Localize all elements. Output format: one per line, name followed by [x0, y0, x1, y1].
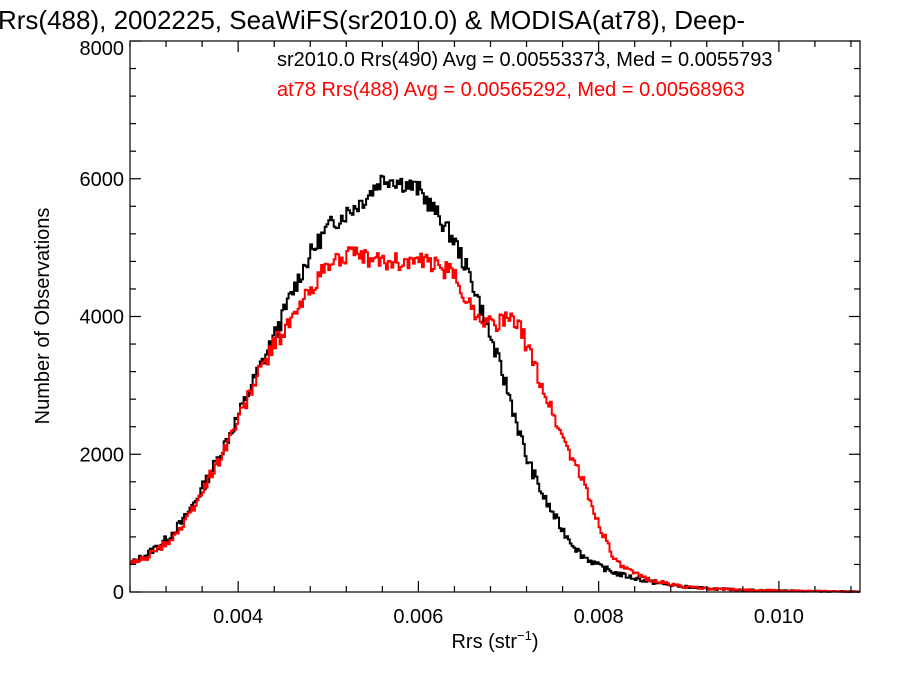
plot-frame	[129, 40, 861, 593]
x-axis-label-base: Rrs (str	[451, 631, 517, 653]
series-line-1	[130, 174, 860, 593]
x-axis-label: Rrs (str−1)	[451, 628, 538, 653]
ticks-layer: 0.004 0.006 0.008 0.010 0 2000 4000 6000 8000	[80, 38, 860, 628]
y-tick-label: 8000	[80, 38, 125, 60]
series-layer	[130, 174, 860, 593]
legend-entry-2: at78 Rrs(488) Avg = 0.00565292, Med = 0.…	[277, 79, 745, 101]
series-line-2	[130, 246, 860, 593]
y-tick-label: 4000	[80, 307, 125, 329]
x-tick-label: 0.004	[213, 606, 263, 628]
plot-area: 0.004 0.006 0.008 0.010 0 2000 4000 6000 8000	[80, 38, 861, 628]
y-tick-label: 6000	[80, 169, 125, 191]
legend-entry-1: sr2010.0 Rrs(490) Avg = 0.00553373, Med …	[277, 49, 773, 71]
chart-title: Rrs(488), 2002225, SeaWiFS(sr2010.0) & M…	[0, 5, 745, 35]
x-axis-label-close: )	[532, 631, 539, 653]
y-tick-label: 0	[113, 582, 124, 604]
x-tick-label: 0.006	[393, 606, 443, 628]
y-axis-label: Number of Observations	[32, 208, 54, 425]
y-tick-label: 2000	[80, 444, 125, 466]
x-tick-label: 0.010	[754, 606, 804, 628]
x-tick-label: 0.008	[574, 606, 624, 628]
x-axis-label-sup: −1	[517, 628, 532, 643]
